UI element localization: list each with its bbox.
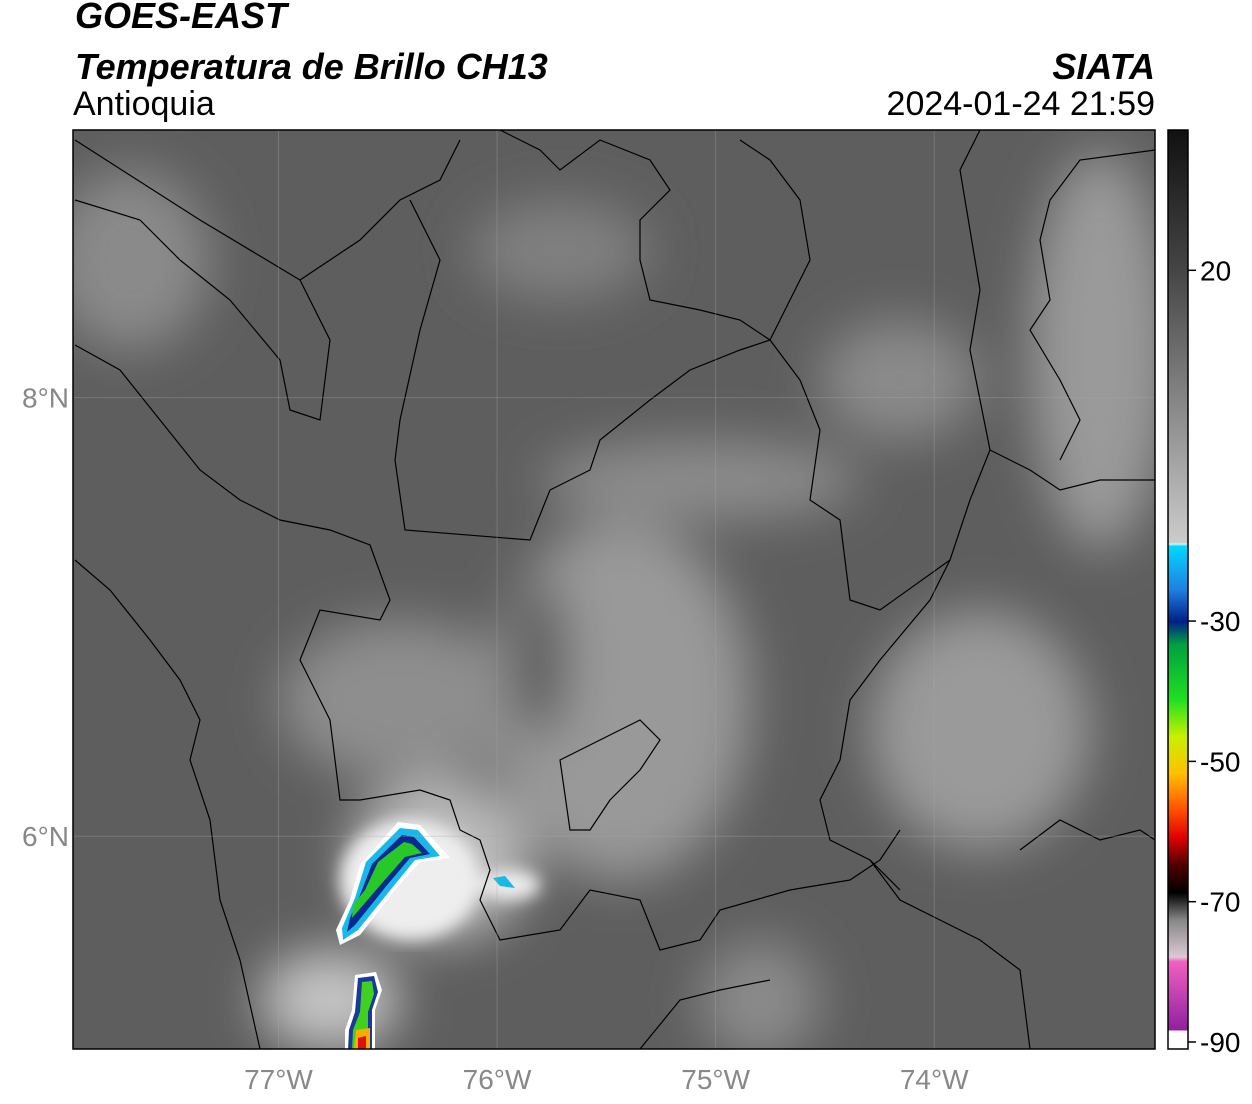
colorbar-tick-label: 20 [1200,255,1231,286]
colorbar-tick-label: -30 [1200,606,1240,637]
datetime: 2024-01-24 21:59 [887,85,1155,123]
x-tick-label: 74°W [900,1064,969,1095]
y-tick-label: 6°N [22,821,69,852]
colorbar-tick-label: -70 [1200,887,1240,918]
y-tick-label: 8°N [22,383,69,414]
map-grid [73,130,1155,1049]
colorbar [1167,129,1189,1050]
x-tick-label: 75°W [681,1064,750,1095]
source: SIATA [1052,46,1155,87]
x-tick-label: 76°W [463,1064,532,1095]
colorbar-tick-label: -90 [1200,1027,1240,1058]
x-tick-label: 77°W [244,1064,313,1095]
satellite-image [73,130,1155,1049]
subtitle: Temperatura de Brillo CH13 [75,46,548,87]
title: GOES-EAST [75,0,290,36]
map-frame [72,129,1156,1050]
colorbar-tick-label: -50 [1200,746,1240,777]
region: Antioquia [73,85,215,123]
